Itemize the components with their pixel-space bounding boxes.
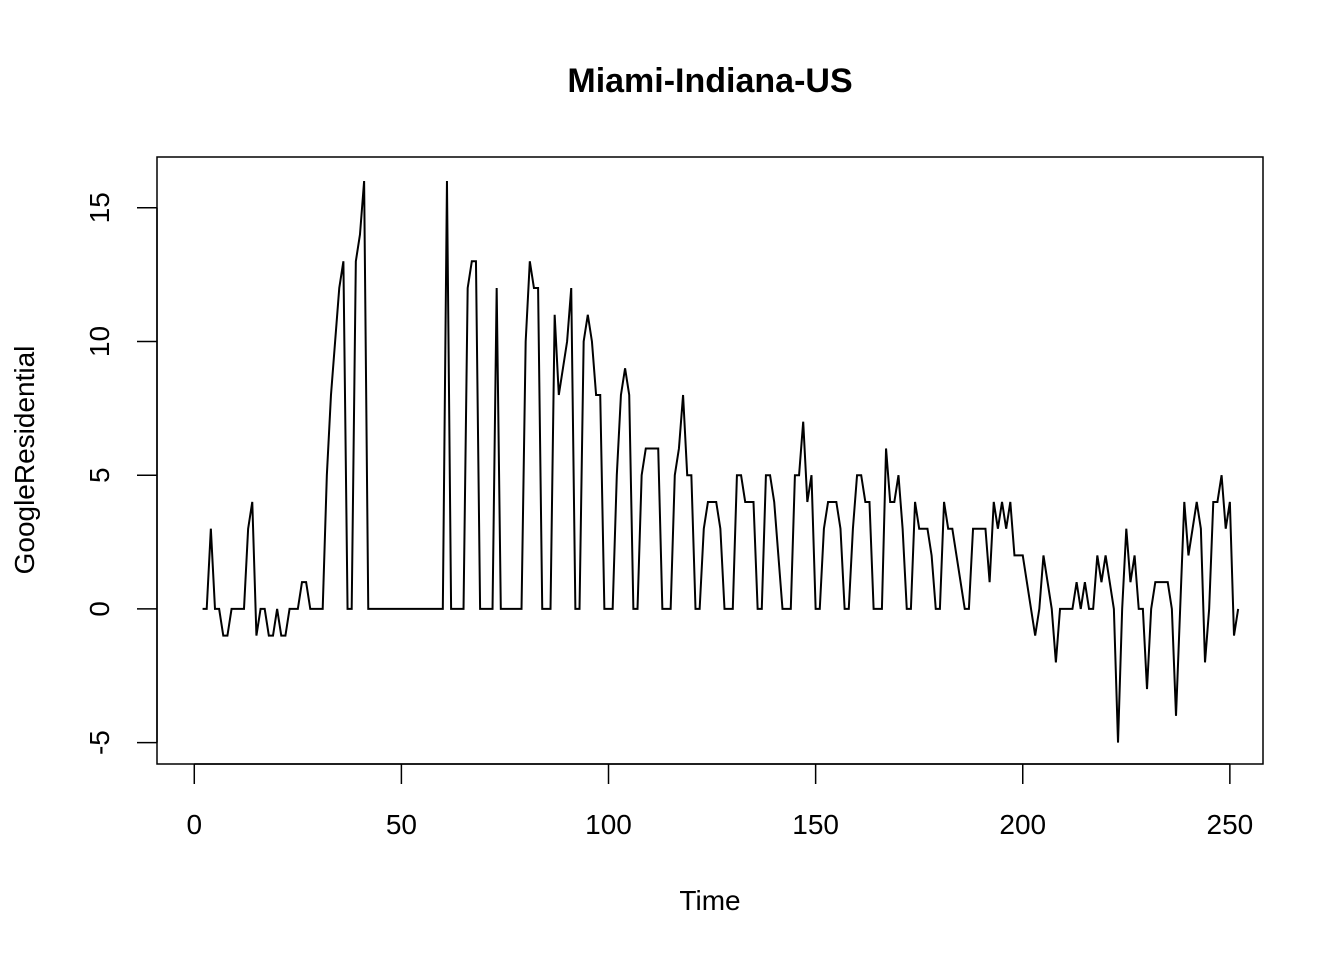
y-axis-title: GoogleResidential: [9, 346, 40, 575]
x-tick-label: 100: [585, 809, 632, 840]
series-line: [202, 180, 1240, 743]
x-axis-title: Time: [679, 885, 740, 916]
y-tick-label: -5: [84, 730, 115, 755]
x-tick-label: 250: [1207, 809, 1254, 840]
y-tick-label: 0: [84, 601, 115, 617]
y-tick-label: 5: [84, 467, 115, 483]
plot-frame: [156, 156, 1264, 765]
y-tick-label: 15: [84, 192, 115, 223]
x-tick-label: 150: [792, 809, 839, 840]
y-axis: -5 0 5 10 15: [84, 192, 158, 755]
x-tick-label: 0: [186, 809, 202, 840]
x-tick-label: 200: [999, 809, 1046, 840]
x-tick-label: 50: [386, 809, 417, 840]
chart-title: Miami-Indiana-US: [567, 62, 852, 100]
y-tick-label: 10: [84, 326, 115, 357]
x-axis: 0 50 100 150 200 250: [186, 763, 1254, 840]
